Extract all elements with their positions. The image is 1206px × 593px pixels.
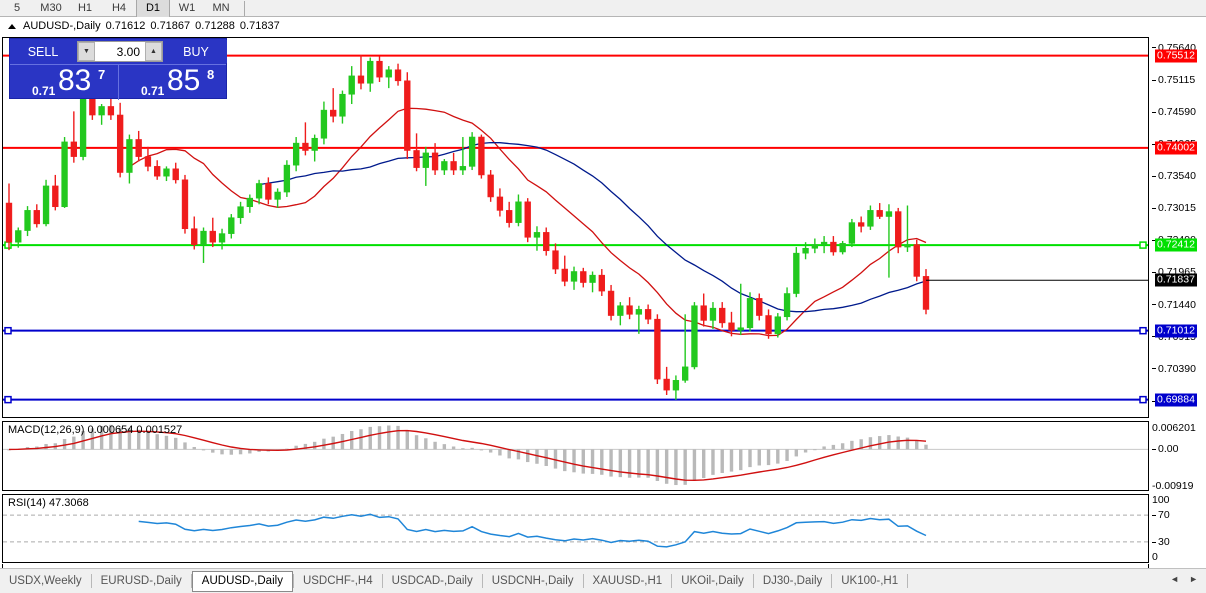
tab-divider <box>671 574 673 588</box>
ohlc-low: 0.71288 <box>195 20 235 32</box>
collapse-triangle-icon[interactable] <box>8 23 16 29</box>
timeframe-w1[interactable]: W1 <box>178 2 196 14</box>
chart-tab-usdcaddaily[interactable]: USDCAD-,Daily <box>391 575 473 587</box>
chart-tab-usdchfh4[interactable]: USDCHF-,H4 <box>302 575 373 587</box>
timeframe-d1[interactable]: D1 <box>136 0 170 17</box>
tab-divider <box>582 574 584 588</box>
tab-scroll-arrows: ◄ ► <box>1170 574 1198 584</box>
price-axis-tick: 0.71440 <box>1152 299 1196 311</box>
ohlc-high: 0.71867 <box>150 20 191 32</box>
price-axis-tick: 0.74590 <box>1152 106 1196 118</box>
ohlc-close: 0.71837 <box>239 20 280 32</box>
sell-quote[interactable]: 0.71 83 7 <box>10 64 118 100</box>
level-price-tag[interactable]: 0.72412 <box>1155 238 1197 252</box>
price-axis-tick: 0.73540 <box>1152 170 1196 182</box>
rsi-svg <box>3 513 1148 548</box>
rsi-axis-tick: 70 <box>1152 509 1170 521</box>
chart-tab-audusddaily[interactable]: AUDUSD-,Daily <box>191 570 293 592</box>
chart-area: MACD(12,26,9) 0.000654 0.001527 RSI(14) … <box>0 18 1206 584</box>
rsi-axis-tick: 0 <box>1152 551 1158 563</box>
price-axis-tick: 0.70390 <box>1152 363 1196 375</box>
sell-button[interactable]: SELL <box>12 40 74 63</box>
timeframe-h1[interactable]: H1 <box>77 2 93 14</box>
chart-tab-eurusddaily[interactable]: EURUSD-,Daily <box>100 575 182 587</box>
volume-increase-icon[interactable]: ▲ <box>145 42 162 61</box>
volume-decrease-icon[interactable]: ▼ <box>78 42 95 61</box>
volume-stepper[interactable]: ▼ 3.00 ▲ <box>77 41 163 62</box>
tab-divider <box>190 574 192 588</box>
trade-controls-row: SELL ▼ 3.00 ▲ BUY <box>10 39 228 64</box>
chart-tab-usdcnhdaily[interactable]: USDCNH-,Daily <box>491 575 574 587</box>
chart-tab-uk100h1[interactable]: UK100-,H1 <box>841 575 899 587</box>
rsi-axis-tick: 100 <box>1152 494 1170 506</box>
tab-divider <box>481 574 483 588</box>
tab-scroll-left-icon[interactable]: ◄ <box>1170 574 1180 584</box>
tab-divider <box>831 574 833 588</box>
price-axis-tick: 0.73015 <box>1152 202 1196 214</box>
chart-tab-ukoildaily[interactable]: UKOil-,Daily <box>681 575 744 587</box>
sell-price-fraction: 7 <box>98 67 106 82</box>
price-axis-tick: 0.75115 <box>1152 74 1195 86</box>
buy-price-fraction: 8 <box>207 67 215 82</box>
macd-axis-tick: 0.006201 <box>1152 422 1196 434</box>
chart-tab-bar: USDX,Weekly EURUSD-,Daily AUDUSD-,Daily USD… <box>0 568 1206 593</box>
tab-scroll-right-icon[interactable]: ► <box>1189 574 1198 584</box>
one-click-trading-panel: SELL ▼ 3.00 ▲ BUY 0.71 83 7 0.71 85 8 <box>9 38 228 100</box>
timeframe-toolbar: 5 M30 H1 H4 D1 W1 MN <box>0 0 1206 17</box>
buy-price-prefix: 0.71 <box>141 84 165 98</box>
macd-axis-tick: 0.00 <box>1152 443 1178 455</box>
tab-divider <box>381 574 383 588</box>
chart-symbol-label: AUDUSD-,Daily <box>23 20 101 32</box>
timeframe-h4[interactable]: H4 <box>111 2 127 14</box>
ohlc-open: 0.71612 <box>105 20 146 32</box>
buy-price-main: 85 <box>167 64 201 97</box>
sell-price-prefix: 0.71 <box>32 84 56 98</box>
ohlc-header: AUDUSD-,Daily 0.71612 0.71867 0.71288 0.… <box>8 20 280 32</box>
tab-divider <box>292 574 294 588</box>
level-price-tag[interactable]: 0.75512 <box>1155 49 1197 63</box>
chart-tab-usdxweekly[interactable]: USDX,Weekly <box>9 575 82 587</box>
level-price-tag[interactable]: 0.69884 <box>1155 393 1197 407</box>
rsi-pane[interactable]: RSI(14) 47.3068 <box>2 494 1149 563</box>
timeframe-mn[interactable]: MN <box>212 2 230 14</box>
sell-price-main: 83 <box>58 64 92 97</box>
macd-label: MACD(12,26,9) 0.000654 0.001527 <box>8 424 183 436</box>
macd-svg <box>3 424 1148 486</box>
timeframe-m30[interactable]: M30 <box>40 2 62 14</box>
macd-pane[interactable]: MACD(12,26,9) 0.000654 0.001527 <box>2 421 1149 491</box>
tab-divider <box>90 574 92 588</box>
rsi-axis-tick: 30 <box>1152 536 1170 548</box>
current-price-tag[interactable]: 0.71837 <box>1155 273 1197 287</box>
toolbar-divider <box>244 0 245 16</box>
chart-tab-dj30daily[interactable]: DJ30-,Daily <box>762 575 823 587</box>
macd-axis-tick: -0.00919 <box>1152 480 1194 492</box>
rsi-label: RSI(14) 47.3068 <box>8 497 89 509</box>
level-price-tag[interactable]: 0.74002 <box>1155 141 1197 155</box>
buy-quote[interactable]: 0.71 85 8 <box>118 64 226 100</box>
tab-divider <box>907 574 909 588</box>
level-price-tag[interactable]: 0.71012 <box>1155 324 1197 338</box>
chart-tab-xauusdh1[interactable]: XAUUSD-,H1 <box>592 575 663 587</box>
quote-row: 0.71 83 7 0.71 85 8 <box>10 64 228 100</box>
tab-divider <box>752 574 754 588</box>
price-chart-pane[interactable] <box>2 37 1149 418</box>
volume-value[interactable]: 3.00 <box>116 44 140 59</box>
buy-button[interactable]: BUY <box>165 40 227 63</box>
timeframe-5[interactable]: 5 <box>13 2 21 14</box>
